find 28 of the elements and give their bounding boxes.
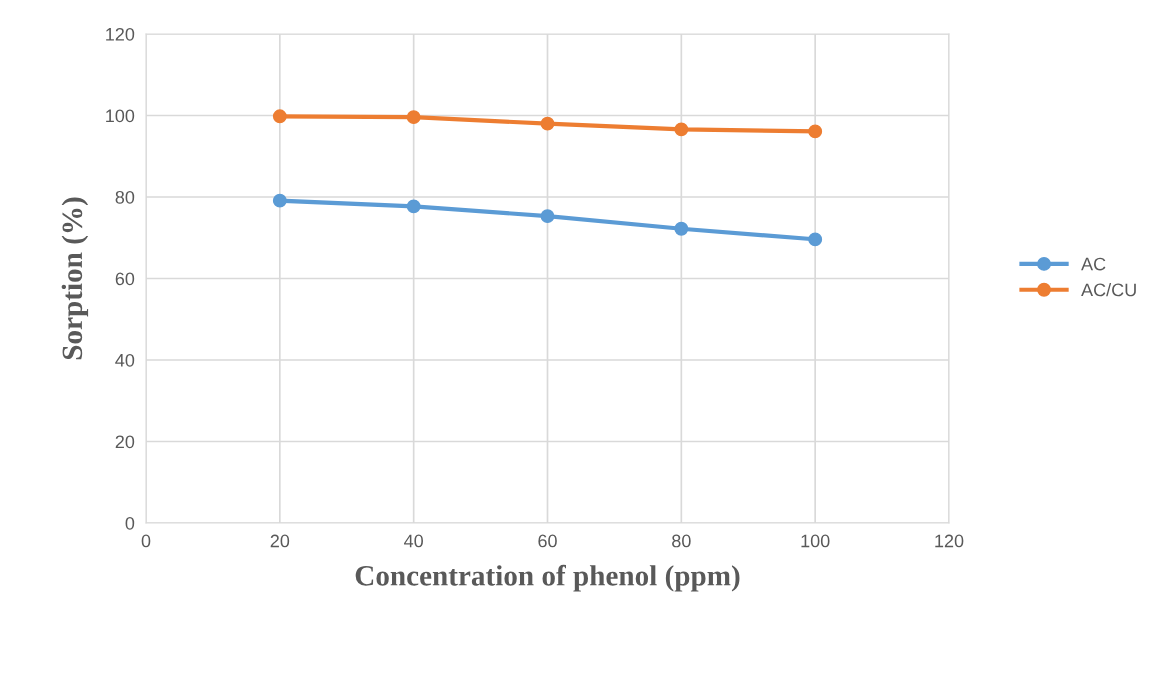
point xyxy=(406,110,421,125)
x-tick-label: 0 xyxy=(141,534,151,548)
y-tick-label: 40 xyxy=(115,353,135,367)
x-tick-label: 20 xyxy=(270,534,290,548)
y-tick-label: 100 xyxy=(106,109,135,123)
y-tick-label: 80 xyxy=(115,190,135,204)
point xyxy=(808,124,823,139)
x-tick-label: 80 xyxy=(672,534,691,548)
y-tick-label: 20 xyxy=(115,435,135,449)
point xyxy=(808,232,823,247)
point xyxy=(540,209,555,224)
legend-label: AC/CU xyxy=(1081,283,1136,297)
x-tick-label: 120 xyxy=(935,534,964,548)
x-tick-label: 40 xyxy=(404,534,423,548)
legend-label: AC xyxy=(1081,257,1106,271)
point xyxy=(272,193,287,208)
point xyxy=(540,116,555,131)
point xyxy=(674,122,689,137)
x-axis-title: Concentration of phenol (ppm) xyxy=(355,564,740,592)
y-tick-label: 0 xyxy=(125,516,135,530)
x-tick-label: 60 xyxy=(538,534,557,548)
point xyxy=(674,221,689,236)
y-axis-title: Sorption (%) xyxy=(61,197,89,360)
x-tick-label: 100 xyxy=(801,534,830,548)
y-tick-label: 120 xyxy=(106,27,135,41)
point xyxy=(406,199,421,214)
y-tick-label: 60 xyxy=(115,272,135,286)
point xyxy=(272,109,287,124)
